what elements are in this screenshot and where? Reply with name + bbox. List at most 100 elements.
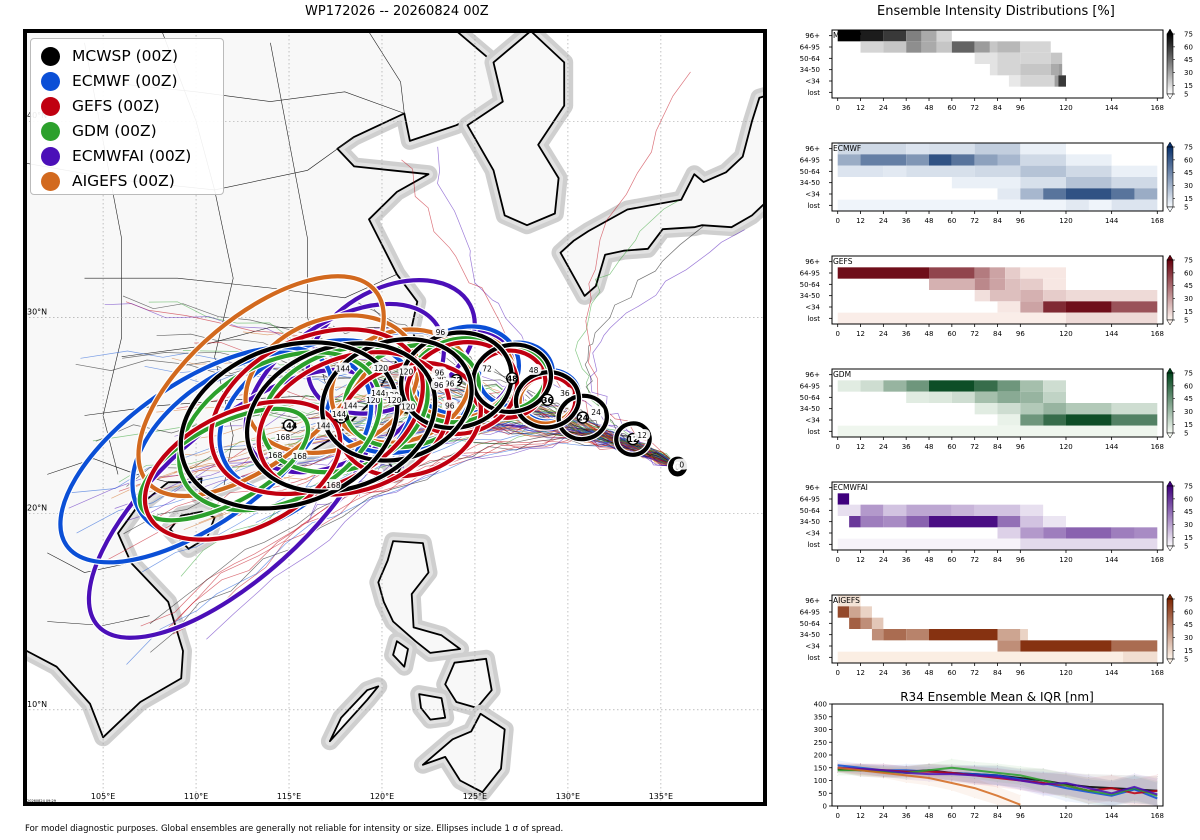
iqr-point [974, 778, 976, 779]
colorbar-tick-label: 5 [1184, 430, 1188, 438]
heatmap-cell [837, 380, 861, 392]
heatmap-cell [860, 617, 872, 629]
lat-tick-label: 20°N [27, 504, 47, 513]
iqr-point [928, 763, 930, 765]
label-bg [325, 479, 342, 491]
heatmap-cell [1020, 143, 1066, 155]
heatmap-cell [1065, 188, 1112, 200]
lat-tick-label: 10°N [27, 700, 47, 709]
row-label: 50-64 [800, 507, 821, 515]
colorbar-tick-label: 45 [1184, 621, 1193, 629]
model-label: ECMWF [833, 144, 861, 153]
heatmap-cell [1065, 312, 1158, 324]
x-tick-label: 36 [902, 556, 911, 564]
iqr-point [974, 765, 976, 766]
heatmap-cell [860, 516, 884, 528]
x-tick-label: 84 [993, 330, 1002, 338]
y-tick-label: 350 [814, 713, 827, 721]
heatmap-cell [1020, 380, 1044, 392]
iqr-point [860, 773, 861, 775]
colorbar-tick-label: 45 [1184, 169, 1193, 177]
x-tick-label: 168 [1151, 217, 1164, 225]
y-tick-label: 100 [814, 777, 827, 785]
colorbar-extend [1166, 141, 1174, 148]
colorbar-extend [1166, 367, 1174, 374]
label-bg [400, 400, 417, 412]
hour-label: 24 [577, 414, 589, 423]
label-bg [432, 326, 449, 338]
r34-chart: R34 Ensemble Mean & IQR [nm] 0 50 100 150 200… [814, 690, 1164, 820]
hour-label: 120 [387, 396, 402, 405]
colorbar-tick-label: 60 [1184, 156, 1193, 164]
heatmap-cell [860, 606, 872, 618]
negros [418, 693, 447, 721]
x-tick-label: 144 [1105, 104, 1119, 112]
iqr-point [974, 764, 976, 766]
forecast-ellipse [142, 399, 343, 542]
x-tick-label: 72 [970, 217, 979, 225]
province-border [121, 326, 412, 357]
colorbar [1166, 33, 1174, 95]
row-label: 96+ [805, 258, 820, 266]
heatmap-cell [837, 504, 861, 516]
track-center [282, 419, 296, 432]
iqr-point [1088, 804, 1090, 805]
heatmap-cell [1020, 527, 1044, 539]
heatmap-cell [1043, 403, 1066, 415]
heatmap-cell [951, 154, 975, 166]
label-bg [386, 393, 403, 405]
iqr-point [1019, 769, 1021, 770]
member-track [590, 229, 745, 467]
heatmap-cell [1020, 165, 1066, 177]
heatmap-cell [837, 312, 1158, 324]
x-tick-label: 12 [856, 217, 865, 225]
x-tick-label: 96 [1016, 812, 1025, 820]
iqr-point [882, 763, 884, 765]
iqr-point [951, 781, 953, 782]
colorbar-tick-label: 30 [1184, 182, 1193, 190]
x-tick-label: 24 [879, 443, 888, 451]
iqr-point [1088, 803, 1090, 805]
colorbar-extend [1166, 480, 1174, 487]
colorbar-tick-label: 5 [1184, 204, 1188, 212]
legend-item: GDM (00Z) [41, 118, 157, 144]
iqr-point [1065, 795, 1067, 797]
heatmap-cell [951, 391, 975, 403]
colorbar-tick-label: 15 [1184, 308, 1193, 316]
hour-label: 96 [434, 381, 444, 390]
iqr-point [951, 775, 953, 777]
heatmap-cell [1020, 403, 1044, 415]
hour-label: 168 [276, 433, 291, 442]
colorbar-tick-label: 15 [1184, 82, 1193, 90]
heatmap-cell [906, 380, 930, 392]
iqr-point [1019, 788, 1021, 790]
iqr-point [951, 790, 953, 791]
iqr-point [974, 782, 976, 784]
heatmap-cell [1020, 177, 1066, 189]
heatmap-cell [837, 425, 1158, 437]
heatmap-cell [1020, 301, 1044, 313]
iqr-point [928, 763, 930, 765]
iqr-point [1134, 803, 1135, 804]
iqr-point [860, 763, 861, 765]
heatmap-cell [1065, 165, 1112, 177]
iqr-point [974, 766, 976, 767]
colorbar-tick-label: 15 [1184, 647, 1193, 655]
x-tick-label: 120 [1059, 556, 1072, 564]
x-tick-label: 12 [856, 669, 865, 677]
iqr-point [1065, 796, 1067, 798]
heatmap-cell [883, 504, 907, 516]
hour-label: 120 [366, 396, 381, 405]
iqr-point [997, 781, 998, 783]
iqr-point [997, 786, 998, 788]
hour-label: 96 [435, 368, 445, 377]
x-tick-label: 144 [1105, 556, 1119, 564]
heatmap-cell [974, 391, 998, 403]
iqr-point [905, 778, 907, 780]
iqr-point [1088, 779, 1090, 780]
heatmap-cell [1020, 504, 1044, 516]
heatmap-cell [837, 493, 850, 505]
forecast-ellipse [178, 340, 400, 511]
heatmap-cell [1065, 290, 1158, 302]
